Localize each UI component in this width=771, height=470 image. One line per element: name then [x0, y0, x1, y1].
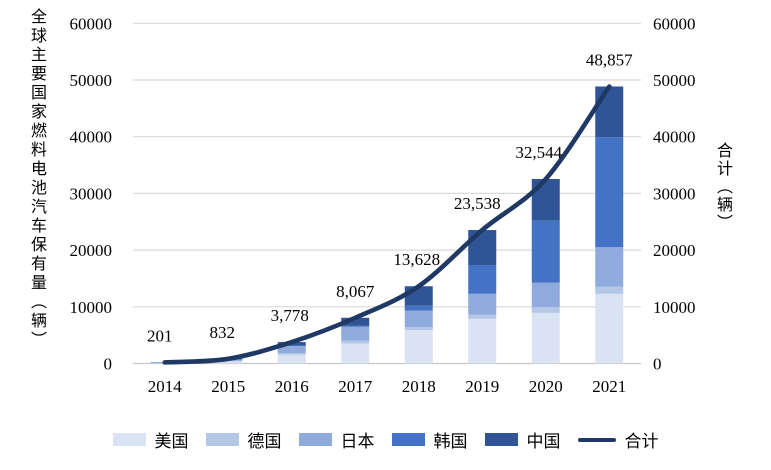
- legend-label-china: 中国: [526, 432, 561, 451]
- y-tick-label-left: 50000: [70, 71, 113, 90]
- legend-item-korea: 韩国: [391, 427, 468, 452]
- x-tick-label-2017: 2017: [338, 377, 373, 396]
- bar-segment-korea-2021: [595, 137, 624, 248]
- y-tick-label-left: 60000: [70, 14, 113, 33]
- legend-label-korea: 韩国: [433, 432, 468, 451]
- y-tick-label-left: 10000: [70, 298, 113, 317]
- right-axis-title: 合计（辆）: [714, 142, 731, 232]
- total-line: [162, 84, 612, 365]
- legend-label-japan: 日本: [340, 432, 375, 451]
- legend-label-germany: 德国: [247, 432, 282, 451]
- legend-item-japan: 日本: [298, 427, 375, 452]
- legend-swatch-germany-icon: [205, 433, 239, 446]
- bar-segment-korea-2018: [404, 305, 433, 311]
- bar-segment-china-2018: [404, 286, 433, 306]
- y-tick-label-left: 0: [104, 355, 113, 374]
- bar-segment-japan-2021: [595, 247, 624, 287]
- data-label-2020: 32,544: [515, 143, 562, 162]
- y-tick-label-right: 40000: [653, 128, 696, 147]
- x-tick-label-2018: 2018: [402, 377, 436, 396]
- data-label-2015: 832: [210, 323, 236, 342]
- data-label-2014: 201: [147, 326, 173, 345]
- y-tick-label-left: 40000: [70, 128, 113, 147]
- x-tick-label-2014: 2014: [148, 377, 183, 396]
- legend-item-germany: 德国: [205, 427, 282, 452]
- x-tick-label-2021: 2021: [592, 377, 626, 396]
- x-tick-label-2016: 2016: [275, 377, 309, 396]
- legend-label-total: 合计: [624, 432, 659, 451]
- legend-swatch-china-icon: [484, 433, 518, 446]
- bar-segment-germany-2019: [468, 314, 497, 319]
- y-tick-label-right: 50000: [653, 71, 696, 90]
- bar-segment-korea-2019: [468, 265, 497, 294]
- data-label-2019: 23,538: [454, 194, 501, 213]
- bar-segment-japan-2018: [404, 310, 433, 328]
- legend: 美国 德国 日本 韩国 中国 合计: [0, 427, 771, 452]
- y-tick-label-right: 30000: [653, 184, 696, 203]
- legend-label-usa: 美国: [154, 432, 189, 451]
- y-tick-label-right: 0: [653, 355, 662, 374]
- bar-segment-japan-2020: [531, 282, 560, 307]
- legend-line-total-icon: [577, 437, 616, 442]
- x-tick-label-2015: 2015: [211, 377, 245, 396]
- bar-segment-germany-2020: [531, 306, 560, 313]
- y-tick-label-left: 30000: [70, 184, 113, 203]
- bar-segment-korea-2017: [341, 325, 370, 327]
- bar-segment-germany-2016: [277, 353, 306, 355]
- bar-segment-china-2019: [468, 230, 497, 266]
- bar-segment-germany-2018: [404, 327, 433, 331]
- data-label-2017: 8,067: [336, 282, 375, 301]
- bar-segment-usa-2018: [404, 330, 433, 364]
- bar-segment-china-2020: [531, 178, 560, 221]
- bar-segment-japan-2019: [468, 293, 497, 315]
- bar-segment-usa-2020: [531, 312, 560, 364]
- data-label-2018: 13,628: [393, 250, 440, 269]
- legend-swatch-usa-icon: [112, 433, 146, 446]
- y-tick-label-right: 10000: [653, 298, 696, 317]
- bar-segment-germany-2017: [341, 340, 370, 344]
- y-tick-label-right: 20000: [653, 241, 696, 260]
- bar-segment-usa-2021: [595, 293, 624, 364]
- bar-segment-korea-2016: [277, 345, 306, 347]
- bar-segment-japan-2016: [277, 346, 306, 354]
- bar-segment-korea-2020: [531, 220, 560, 283]
- x-tick-label-2020: 2020: [529, 377, 563, 396]
- legend-item-total: 合计: [577, 427, 659, 452]
- left-axis-title: 全球主要国家燃料电池汽车保有量（辆）: [28, 8, 45, 350]
- y-tick-label-left: 20000: [70, 241, 113, 260]
- data-label-2021: 48,857: [586, 50, 633, 69]
- bar-segment-usa-2016: [277, 354, 306, 364]
- y-tick-label-right: 60000: [653, 14, 696, 33]
- bar-segment-china-2021: [595, 86, 624, 138]
- x-tick-label-2019: 2019: [465, 377, 499, 396]
- bar-segment-usa-2015: [214, 361, 243, 364]
- bar-segment-usa-2019: [468, 318, 497, 364]
- legend-swatch-japan-icon: [298, 433, 332, 446]
- bar-segment-china-2017: [341, 317, 370, 326]
- bar-segment-usa-2017: [341, 343, 370, 364]
- legend-item-usa: 美国: [112, 427, 189, 452]
- data-label-2016: 3,778: [271, 306, 309, 325]
- legend-swatch-korea-icon: [391, 433, 425, 446]
- bar-segment-germany-2021: [595, 286, 624, 294]
- bar-segment-japan-2017: [341, 326, 370, 341]
- legend-item-china: 中国: [484, 427, 561, 452]
